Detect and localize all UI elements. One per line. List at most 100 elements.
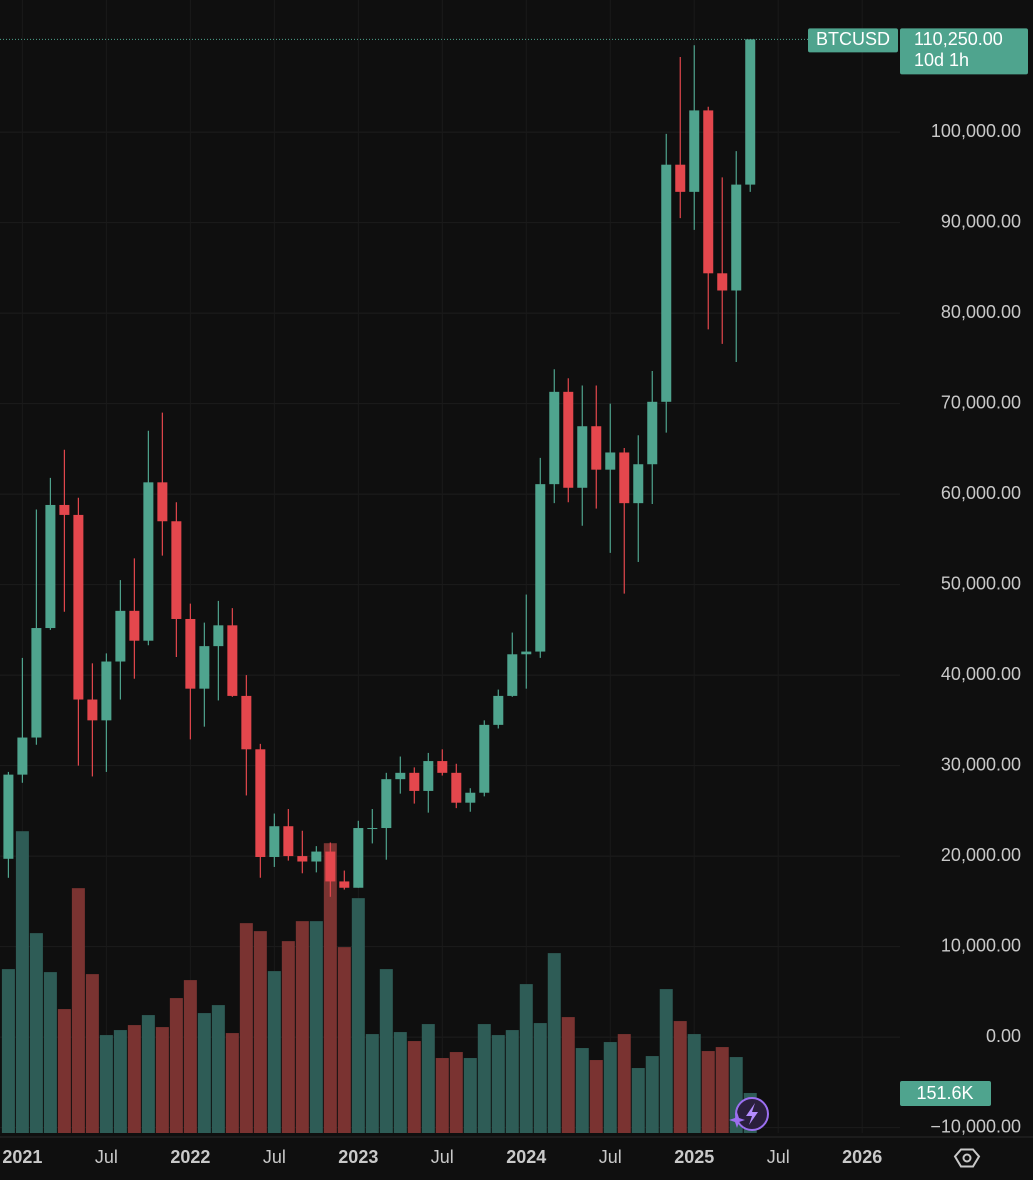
y-tick-label: 50,000.00: [941, 573, 1021, 593]
candle-body: [395, 772, 406, 780]
candle-body: [311, 851, 322, 862]
assistant-icon[interactable]: [729, 1097, 769, 1131]
volume-bar: [239, 923, 253, 1133]
y-tick-label: 40,000.00: [941, 664, 1021, 684]
volume-bar: [155, 1027, 169, 1133]
volume-bar: [267, 971, 281, 1133]
grid: [0, 0, 900, 1133]
volume-pane: [1, 831, 757, 1133]
symbol-label: BTCUSD: [816, 29, 890, 49]
symbol-badge: [808, 28, 898, 53]
volume-bar: [575, 1048, 589, 1133]
candle-body: [171, 521, 182, 619]
volume-bar: [505, 1030, 519, 1133]
volume-badge: [900, 1081, 991, 1107]
candle-body: [507, 654, 518, 696]
candle-body: [17, 737, 28, 775]
candle-body: [45, 504, 56, 629]
x-tick-label: 2026: [842, 1147, 882, 1167]
candle-body: [87, 699, 98, 721]
axes: −10,000.00 0.00 10,000.00 20,000.00 30,000.0…: [0, 28, 1033, 1167]
candle-body: [745, 39, 756, 185]
candle-body: [591, 426, 602, 470]
volume-bar: [113, 1030, 127, 1133]
candle-body: [339, 881, 350, 888]
candle-body: [577, 426, 588, 488]
volume-bar: [519, 984, 533, 1133]
x-tick-label: Jul: [95, 1147, 118, 1167]
volume-bar: [701, 1051, 715, 1133]
volume-bar: [715, 1047, 729, 1133]
volume-bar: [309, 921, 323, 1133]
candle-body: [129, 610, 140, 641]
volume-bar: [351, 898, 365, 1133]
candle-body: [325, 851, 336, 882]
x-tick-label: 2021: [2, 1147, 42, 1167]
candle-body: [535, 484, 546, 652]
settings-icon[interactable]: [953, 1148, 981, 1168]
candle-body: [479, 724, 490, 793]
volume-bar: [393, 1032, 407, 1133]
candle-body: [143, 482, 154, 641]
volume-bar: [281, 941, 295, 1133]
volume-bar: [99, 1035, 113, 1133]
volume-bar: [295, 921, 309, 1133]
x-tick-label: 2024: [506, 1147, 546, 1167]
candle-body: [689, 110, 700, 192]
candle-body: [73, 514, 84, 700]
candle-body: [605, 452, 616, 470]
volume-bar: [141, 1015, 155, 1133]
y-tick-label: −10,000.00: [930, 1116, 1021, 1136]
candle-body: [297, 856, 308, 862]
candle-body: [157, 482, 168, 522]
volume-bar: [687, 1034, 701, 1133]
candle-body: [31, 628, 42, 738]
volume-bar: [337, 947, 351, 1133]
candle-body: [409, 772, 420, 791]
candle-body: [633, 464, 644, 504]
volume-bar: [127, 1025, 141, 1133]
candle-body: [115, 610, 126, 662]
candle-body: [59, 504, 70, 515]
volume-bar: [365, 1034, 379, 1133]
volume-bar: [603, 1042, 617, 1133]
volume-bar: [1, 969, 15, 1133]
volume-bar: [617, 1034, 631, 1133]
volume-bar: [561, 1017, 575, 1133]
volume-bar: [225, 1033, 239, 1133]
volume-bar: [169, 998, 183, 1133]
y-tick-label: 10,000.00: [941, 935, 1021, 955]
candle-body: [563, 391, 574, 488]
y-tick-label: 30,000.00: [941, 754, 1021, 774]
candle-body: [283, 826, 294, 857]
last-volume-label: 151.6K: [916, 1083, 973, 1103]
volume-bar: [673, 1021, 687, 1133]
x-tick-label: 2023: [338, 1147, 378, 1167]
y-tick-label: 20,000.00: [941, 845, 1021, 865]
volume-bar: [253, 931, 267, 1133]
volume-bar: [449, 1052, 463, 1133]
candle-body: [675, 164, 686, 192]
candle-body: [703, 110, 714, 274]
candle-body: [717, 273, 728, 291]
volume-bar: [645, 1056, 659, 1133]
candle-body: [381, 779, 392, 829]
volume-bar: [491, 1035, 505, 1133]
y-tick-label: 90,000.00: [941, 211, 1021, 231]
volume-bar: [659, 989, 673, 1133]
y-tick-label: 70,000.00: [941, 392, 1021, 412]
candle-body: [465, 792, 476, 803]
countdown-label: 10d 1h: [914, 50, 969, 70]
volume-bar: [15, 831, 29, 1133]
candle-body: [549, 391, 560, 485]
candle-body: [647, 401, 658, 465]
volume-bar: [29, 933, 43, 1133]
volume-bar: [85, 974, 99, 1133]
candle-body: [269, 826, 280, 857]
candle-body: [353, 828, 364, 888]
candle-body: [255, 749, 266, 857]
volume-bar: [323, 843, 337, 1133]
y-tick-label: 100,000.00: [931, 121, 1021, 141]
volume-bar: [43, 972, 57, 1133]
